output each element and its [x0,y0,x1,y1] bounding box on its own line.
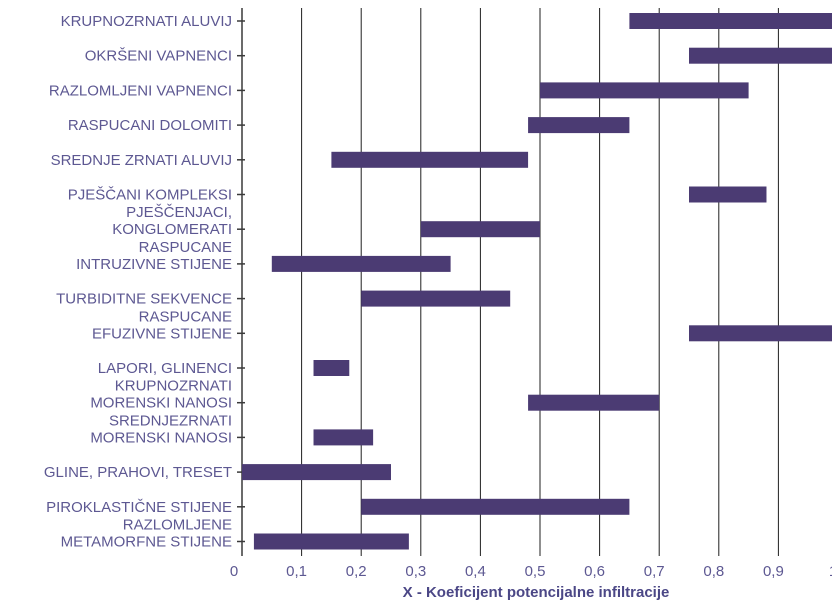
range-bar [689,47,832,64]
range-bar [689,325,832,342]
category-label: GLINE, PRAHOVI, TRESET [44,464,232,481]
range-bar [253,533,409,550]
range-bar [361,498,630,515]
category-label: METAMORFNE STIJENE [61,534,232,551]
category-label: KONGLOMERATI [112,221,232,238]
category-label: RASPUCANE [139,308,232,325]
range-bar [361,290,511,307]
x-tick-label: 0,8 [703,563,724,580]
category-label: SREDNJEZRNATI [109,412,232,429]
x-axis-label: X - Koeficijent potencijalne infiltracij… [403,584,670,601]
category-label: KRUPNOZRNATI [115,378,232,395]
category-label: PJEŠČANI KOMPLEKSI [68,187,232,204]
x-tick-label: 0,5 [525,563,546,580]
x-tick-label: 0,4 [465,563,486,580]
category-label: OKRŠENI VAPNENCI [85,48,232,65]
range-bar [313,429,374,446]
range-bar [271,255,451,272]
category-label: PJEŠČENJACI, [126,204,232,221]
x-tick-label: 0,3 [405,563,426,580]
category-label: MORENSKI NANOSI [90,429,232,446]
category-label: INTRUZIVNE STIJENE [76,256,232,273]
category-label: RAZLOMLJENI VAPNENCI [49,82,232,99]
x-tick-label: 0,6 [584,563,605,580]
range-bar [540,82,749,99]
category-label: TURBIDITNE SEKVENCE [56,291,232,308]
range-bar [313,360,350,376]
x-tick-label: 1 [829,563,832,580]
range-bar [528,117,630,134]
x-tick-label: 0,2 [346,563,367,580]
range-bar [242,464,391,481]
category-labels: KRUPNOZRNATI ALUVIJ OKRŠENI VAPNENCI RAZLO… [44,13,232,551]
vertical-grid [301,8,779,556]
x-tick-label: 0 [230,563,238,580]
range-bar [689,186,767,203]
x-tick-label: 0,9 [763,563,784,580]
range-bar [528,394,660,411]
category-label: SREDNJE ZRNATI ALUVIJ [51,152,232,169]
category-label: PIROKLASTIČNE STIJENE [46,499,232,516]
category-label: EFUZIVNE STIJENE [92,325,232,342]
range-bar [629,13,832,29]
category-label: RASPUCANI DOLOMITI [68,117,232,134]
category-label: RASPUCANE [139,239,232,256]
category-label: MORENSKI NANOSI [90,395,232,412]
x-tick-labels: 0 0,1 0,2 0,3 0,4 0,5 0,6 0,7 0,8 0,9 1 [230,563,832,580]
category-label: LAPORI, GLINENCI [98,360,232,377]
x-tick-label: 0,1 [286,563,307,580]
range-bars [242,13,832,550]
range-bar [331,151,529,168]
category-label: KRUPNOZRNATI ALUVIJ [61,13,232,30]
category-label: RAZLOMLJENE [123,517,232,534]
x-tick-label: 0,7 [644,563,665,580]
range-bar [420,221,540,238]
